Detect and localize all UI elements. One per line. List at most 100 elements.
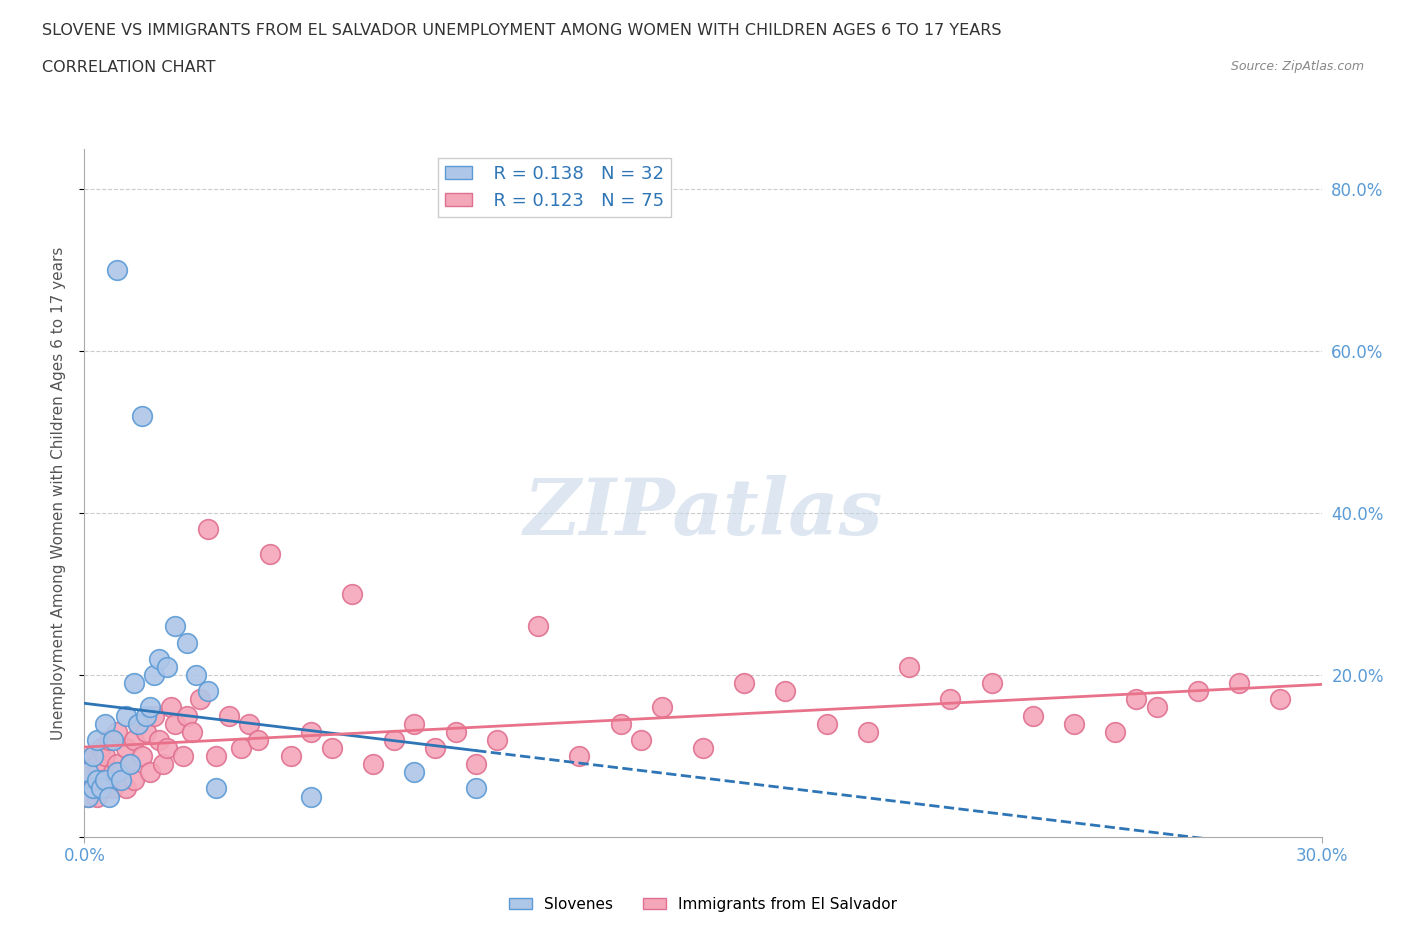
Point xyxy=(485,733,508,748)
Point xyxy=(280,749,302,764)
Point xyxy=(90,773,112,788)
Point xyxy=(898,659,921,674)
Point xyxy=(630,733,652,748)
Point xyxy=(465,781,488,796)
Point xyxy=(197,684,219,698)
Point xyxy=(246,733,269,748)
Point xyxy=(139,700,162,715)
Point xyxy=(103,733,125,748)
Point xyxy=(118,757,141,772)
Point xyxy=(122,733,145,748)
Point xyxy=(1270,692,1292,707)
Point xyxy=(404,764,426,779)
Point xyxy=(131,749,153,764)
Point xyxy=(105,263,128,278)
Point xyxy=(77,789,100,804)
Point xyxy=(165,619,187,634)
Point xyxy=(651,700,673,715)
Point xyxy=(1227,676,1250,691)
Point xyxy=(90,740,112,755)
Point xyxy=(775,684,797,698)
Point xyxy=(404,716,426,731)
Point xyxy=(1022,708,1045,723)
Text: CORRELATION CHART: CORRELATION CHART xyxy=(42,60,215,75)
Point xyxy=(229,740,252,755)
Point xyxy=(135,724,157,739)
Point xyxy=(160,700,183,715)
Point xyxy=(77,789,100,804)
Point xyxy=(856,724,879,739)
Point xyxy=(143,708,166,723)
Point xyxy=(205,781,228,796)
Point xyxy=(218,708,240,723)
Point xyxy=(609,716,631,731)
Point xyxy=(692,740,714,755)
Point xyxy=(423,740,446,755)
Point xyxy=(105,757,128,772)
Point xyxy=(165,716,187,731)
Point xyxy=(815,716,838,731)
Point xyxy=(321,740,343,755)
Point xyxy=(105,764,128,779)
Point xyxy=(94,773,117,788)
Point xyxy=(143,668,166,683)
Point xyxy=(568,749,591,764)
Point xyxy=(299,724,322,739)
Point xyxy=(105,724,128,739)
Point xyxy=(122,773,145,788)
Point xyxy=(103,781,125,796)
Point xyxy=(82,749,104,764)
Point xyxy=(86,773,108,788)
Point xyxy=(205,749,228,764)
Point xyxy=(82,781,104,796)
Point xyxy=(77,764,100,779)
Point xyxy=(94,749,117,764)
Point xyxy=(90,781,112,796)
Text: SLOVENE VS IMMIGRANTS FROM EL SALVADOR UNEMPLOYMENT AMONG WOMEN WITH CHILDREN AG: SLOVENE VS IMMIGRANTS FROM EL SALVADOR U… xyxy=(42,23,1001,38)
Point xyxy=(110,764,132,779)
Point xyxy=(733,676,755,691)
Text: Source: ZipAtlas.com: Source: ZipAtlas.com xyxy=(1230,60,1364,73)
Point xyxy=(299,789,322,804)
Point xyxy=(176,708,198,723)
Point xyxy=(139,764,162,779)
Point xyxy=(86,733,108,748)
Legend: Slovenes, Immigrants from El Salvador: Slovenes, Immigrants from El Salvador xyxy=(502,891,904,918)
Point xyxy=(135,708,157,723)
Point xyxy=(184,668,207,683)
Point xyxy=(527,619,550,634)
Point xyxy=(110,773,132,788)
Point xyxy=(118,757,141,772)
Point xyxy=(103,764,125,779)
Point xyxy=(176,635,198,650)
Point xyxy=(238,716,260,731)
Point xyxy=(188,692,211,707)
Point xyxy=(86,789,108,804)
Point xyxy=(131,408,153,423)
Point xyxy=(152,757,174,772)
Point xyxy=(122,676,145,691)
Point xyxy=(94,781,117,796)
Point xyxy=(361,757,384,772)
Point xyxy=(98,789,121,804)
Point xyxy=(444,724,467,739)
Point xyxy=(1104,724,1126,739)
Point xyxy=(1063,716,1085,731)
Point xyxy=(82,781,104,796)
Point xyxy=(114,781,136,796)
Text: ZIPatlas: ZIPatlas xyxy=(523,475,883,551)
Point xyxy=(1146,700,1168,715)
Point xyxy=(86,757,108,772)
Point xyxy=(939,692,962,707)
Point xyxy=(342,587,364,602)
Point xyxy=(98,773,121,788)
Point xyxy=(148,651,170,666)
Legend:   R = 0.138   N = 32,   R = 0.123   N = 75: R = 0.138 N = 32, R = 0.123 N = 75 xyxy=(439,158,671,218)
Point xyxy=(77,764,100,779)
Point xyxy=(1187,684,1209,698)
Point xyxy=(172,749,194,764)
Point xyxy=(259,546,281,561)
Point xyxy=(94,716,117,731)
Point xyxy=(197,522,219,537)
Point xyxy=(148,733,170,748)
